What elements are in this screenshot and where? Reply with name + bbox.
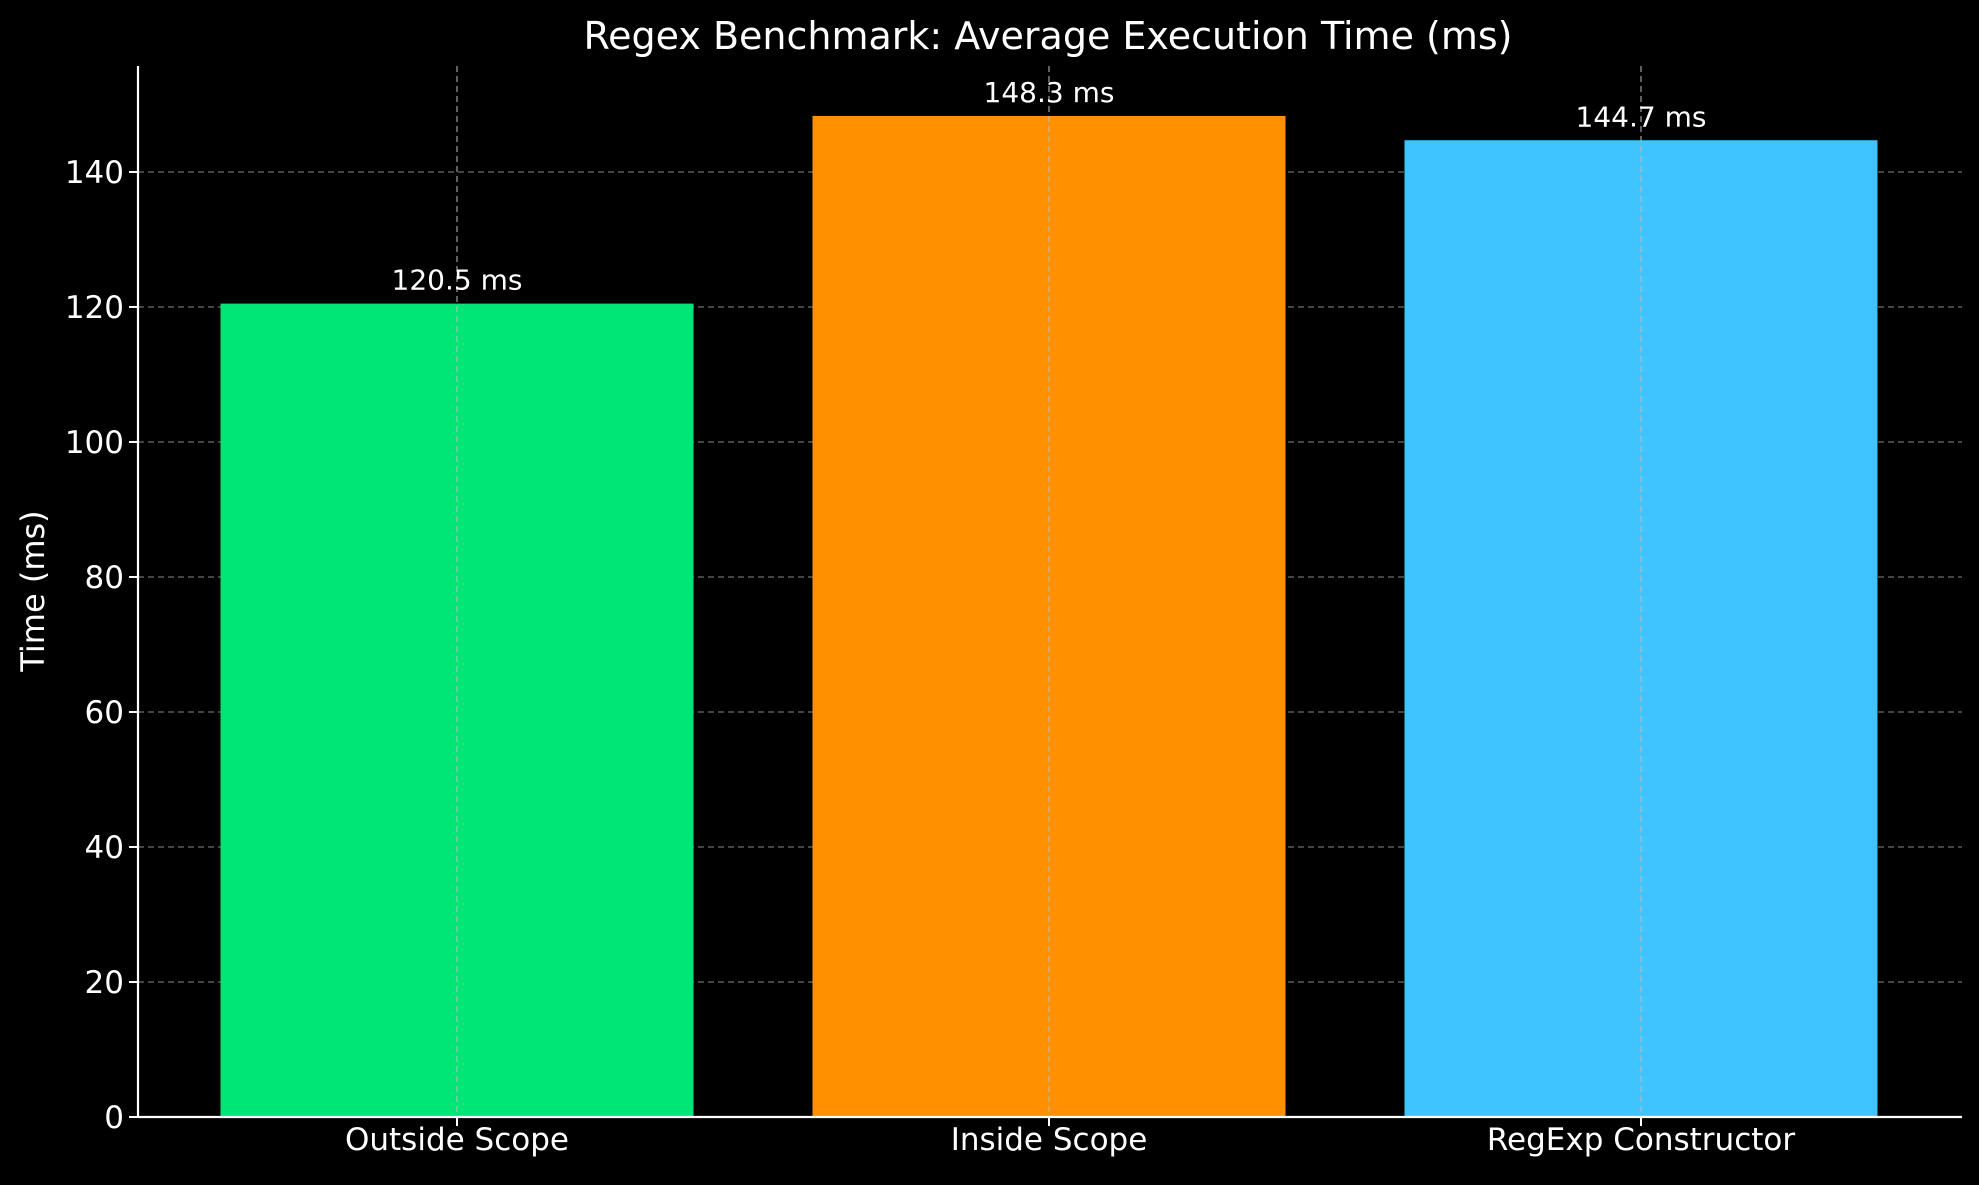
y-tick-label: 60 — [85, 695, 124, 731]
data-label: 144.7 ms — [1576, 100, 1707, 133]
y-tick-label: 20 — [85, 965, 124, 1001]
x-tick-label: Inside Scope — [951, 1122, 1148, 1158]
y-tick-label: 100 — [65, 425, 124, 461]
y-tick-label: 0 — [104, 1100, 124, 1136]
x-tick-label: Outside Scope — [345, 1122, 569, 1158]
chart-title: Regex Benchmark: Average Execution Time … — [583, 14, 1512, 58]
labels: 0 20 40 60 80 100 120 140 Outside Scope 120.5 ms I… — [65, 76, 1796, 1158]
vertical-grid-lines — [456, 66, 1642, 1117]
y-axis-label: Time (ms) — [14, 510, 52, 672]
data-label: 148.3 ms — [984, 76, 1115, 109]
x-tick-label: RegExp Constructor — [1487, 1122, 1795, 1158]
data-label: 120.5 ms — [392, 264, 523, 297]
y-tick-label: 40 — [85, 830, 124, 866]
y-tick-label: 120 — [65, 290, 124, 326]
axes — [129, 66, 1962, 1126]
bars — [220, 115, 1878, 1118]
y-tick-label: 140 — [65, 155, 124, 191]
y-tick-label: 80 — [85, 560, 124, 596]
